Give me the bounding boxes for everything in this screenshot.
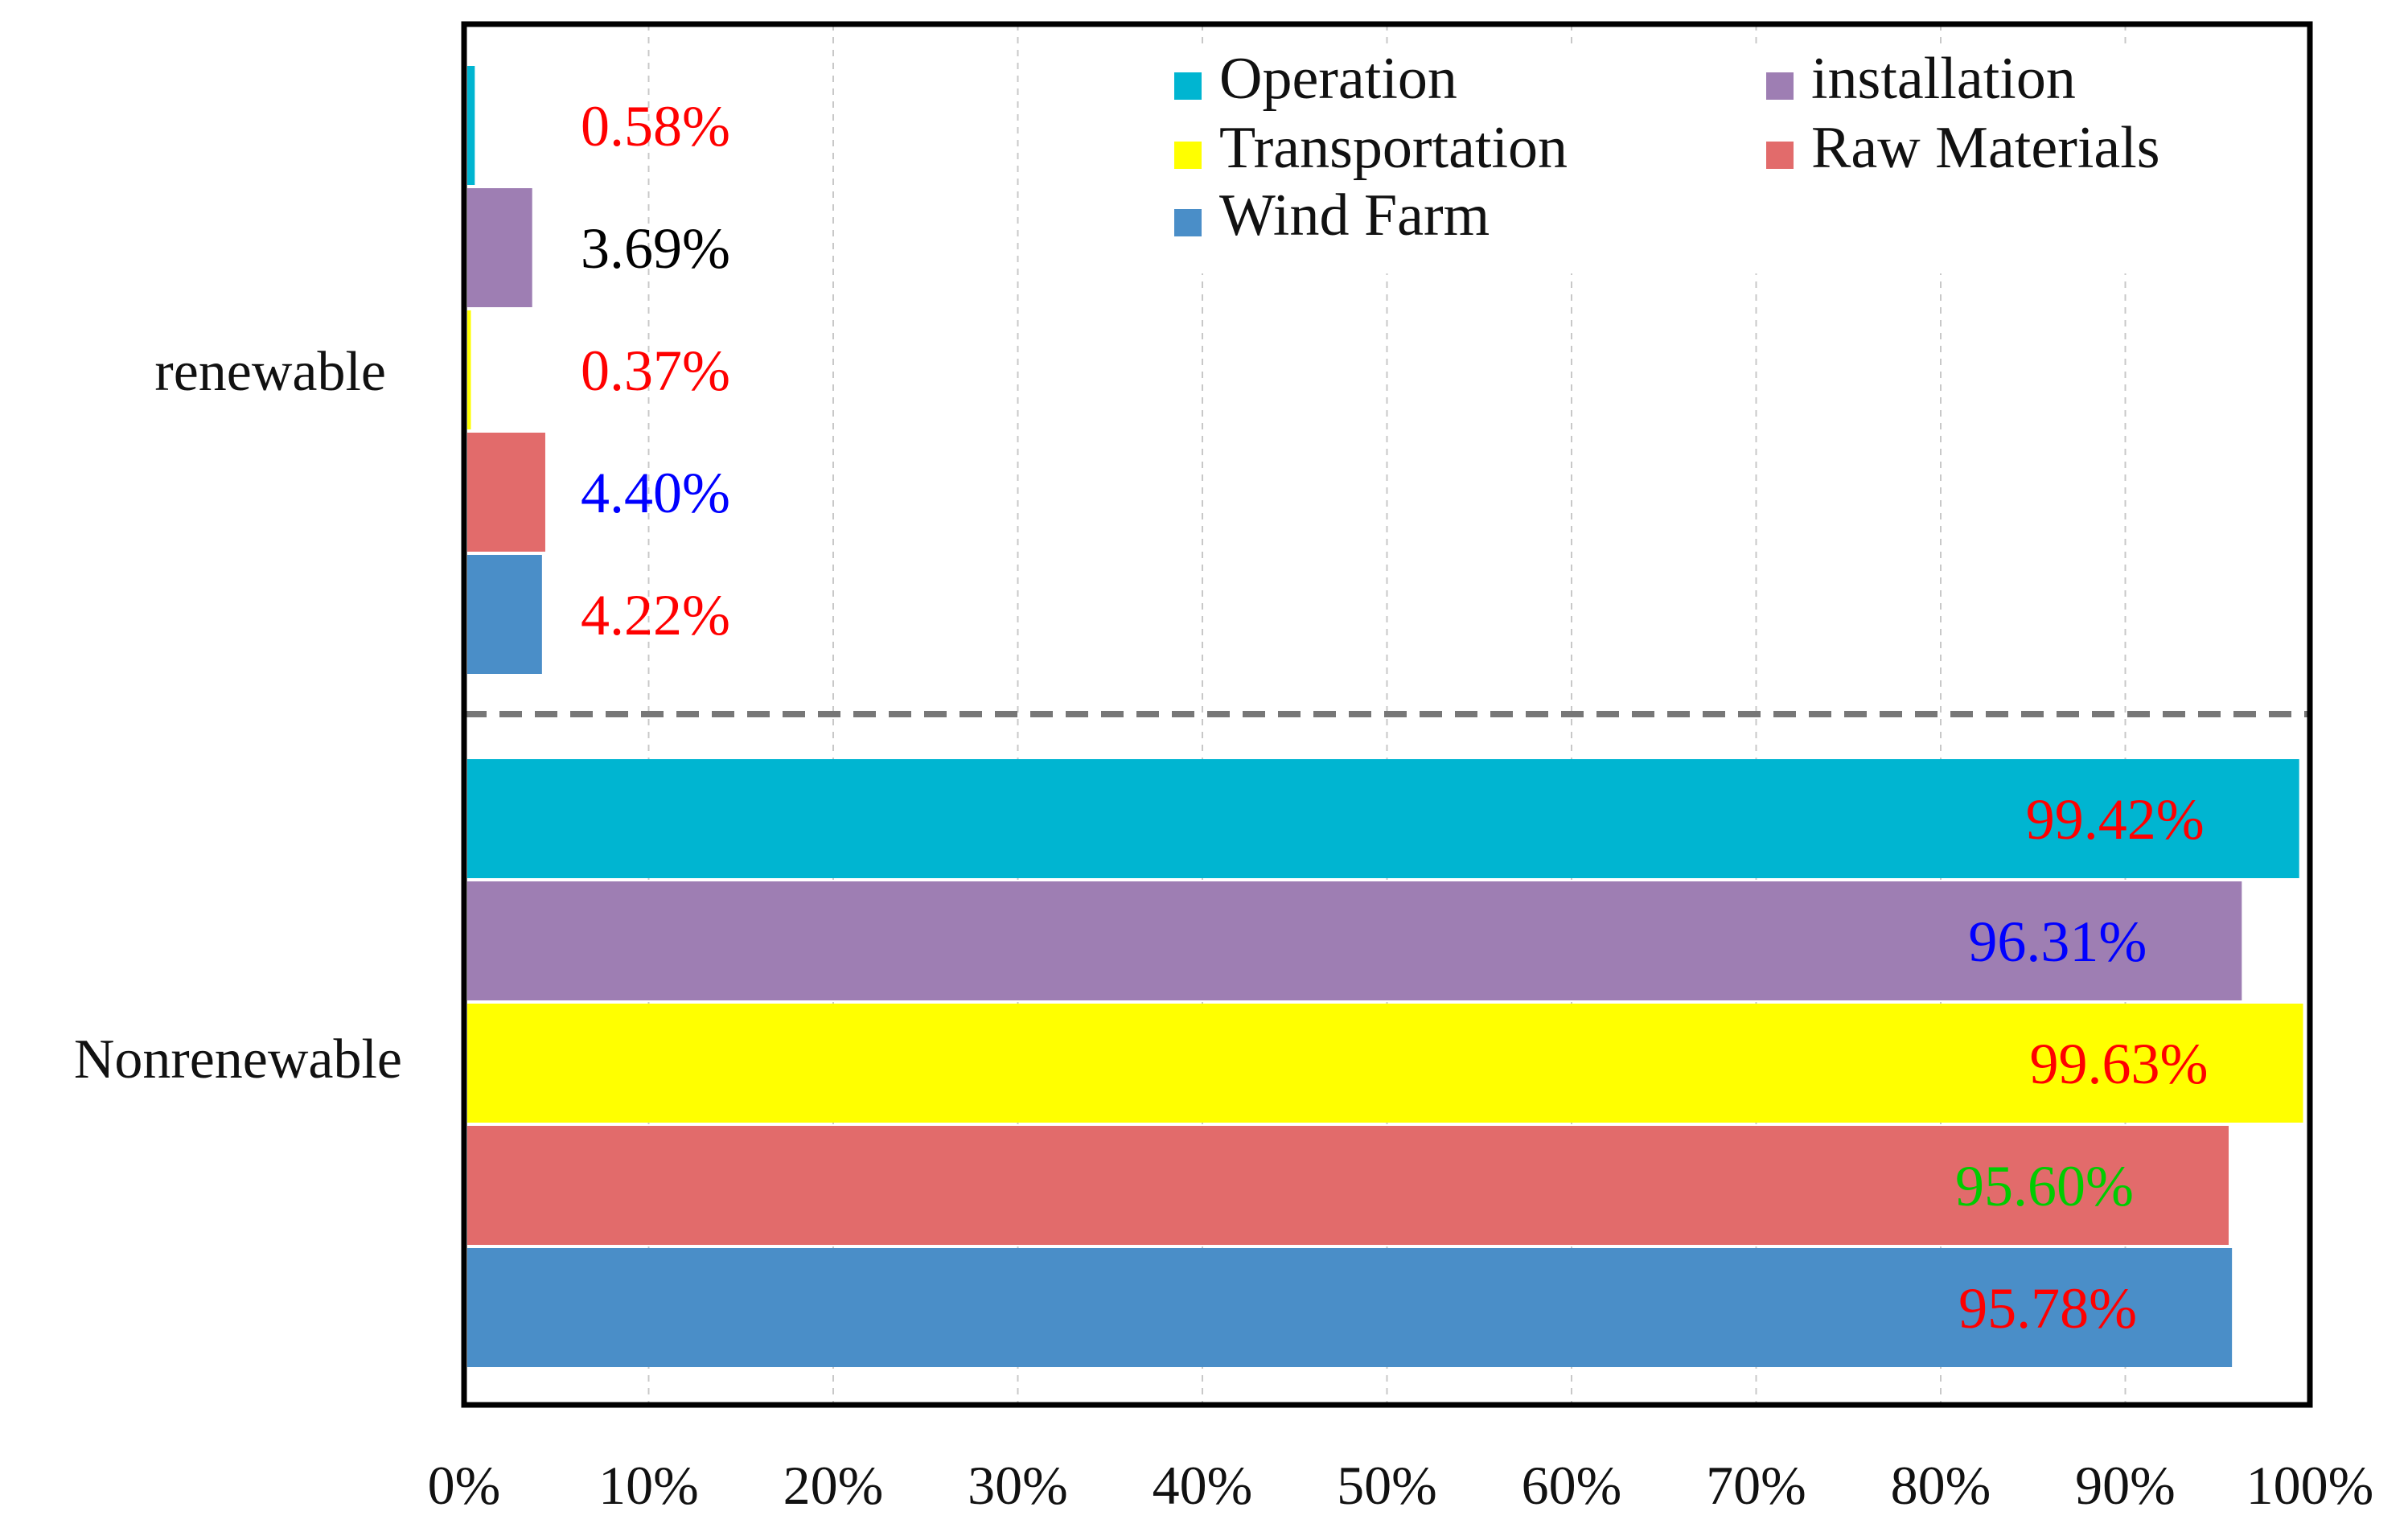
legend-background — [1150, 48, 2220, 273]
x-tick-label: 40% — [1153, 1455, 1253, 1516]
data-labels: 0.58% 3.69% 0.37% 4.40% 4.22% 99.42% 96.31% 99.… — [581, 94, 2208, 1341]
bar-nonrenewable-transportation — [467, 1004, 2303, 1123]
data-label-nonrenewable-transportation: 99.63% — [2030, 1032, 2209, 1096]
y-axis: renewable Nonrenewable — [74, 341, 402, 1090]
x-tick-label: 70% — [1706, 1455, 1806, 1516]
x-tick-label: 50% — [1337, 1455, 1437, 1516]
bar-renewable-wind-farm — [467, 555, 542, 674]
x-tick-label: 100% — [2246, 1455, 2374, 1516]
x-tick-label: 20% — [783, 1455, 884, 1516]
bar-renewable-installation — [467, 188, 532, 307]
data-label-renewable-operation: 0.58% — [581, 94, 730, 158]
x-tick-label: 0% — [428, 1455, 501, 1516]
legend-label-installation[interactable]: installation — [1811, 46, 2076, 112]
category-label-nonrenewable: Nonrenewable — [74, 1029, 402, 1090]
data-label-renewable-raw-materials: 4.40% — [581, 461, 730, 525]
bar-renewable-raw-materials — [467, 433, 545, 552]
x-tick-label: 60% — [1522, 1455, 1622, 1516]
data-label-renewable-transportation: 0.37% — [581, 339, 730, 403]
legend-label-transportation[interactable]: Transportation — [1219, 115, 1568, 181]
bars — [467, 66, 2303, 1367]
data-label-renewable-wind-farm: 4.22% — [581, 583, 730, 647]
x-tick-label: 80% — [1891, 1455, 1991, 1516]
legend-swatch-transportation[interactable] — [1174, 142, 1202, 169]
data-label-nonrenewable-operation: 99.42% — [2026, 787, 2205, 852]
category-label-renewable: renewable — [154, 341, 386, 403]
legend-label-operation[interactable]: Operation — [1219, 46, 1457, 112]
data-label-nonrenewable-wind-farm: 95.78% — [1958, 1276, 2137, 1341]
bar-renewable-operation — [467, 66, 475, 185]
bar-nonrenewable-operation — [467, 759, 2299, 878]
bar-nonrenewable-wind-farm — [467, 1248, 2233, 1367]
legend-swatch-raw-materials[interactable] — [1766, 142, 1794, 169]
legend-label-raw-materials[interactable]: Raw Materials — [1811, 115, 2160, 181]
x-tick-label: 30% — [968, 1455, 1068, 1516]
bar-renewable-transportation — [467, 310, 471, 429]
bar-nonrenewable-raw-materials — [467, 1126, 2229, 1245]
legend-swatch-operation[interactable] — [1174, 72, 1202, 100]
x-axis: 0% 10% 20% 30% 40% 50% 60% 70% 80% 90% 100% — [428, 1455, 2374, 1516]
data-label-nonrenewable-raw-materials: 95.60% — [1955, 1154, 2134, 1218]
legend-swatch-installation[interactable] — [1766, 72, 1794, 100]
legend[interactable]: Operation installation Transportation Raw M… — [1150, 46, 2220, 273]
plot-frame — [461, 21, 2313, 1408]
data-label-renewable-installation: 3.69% — [581, 216, 730, 281]
legend-swatch-wind-farm[interactable] — [1174, 209, 1202, 236]
bar-nonrenewable-installation — [467, 881, 2242, 1000]
legend-label-wind-farm[interactable]: Wind Farm — [1219, 183, 1490, 248]
x-tick-label: 10% — [598, 1455, 699, 1516]
data-label-nonrenewable-installation: 96.31% — [1968, 910, 2147, 974]
x-tick-label: 90% — [2075, 1455, 2176, 1516]
